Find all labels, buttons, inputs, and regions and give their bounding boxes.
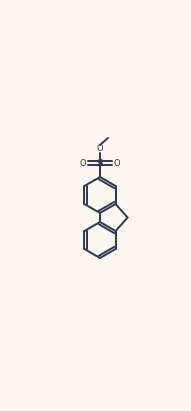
Text: O: O bbox=[80, 159, 86, 168]
Text: O: O bbox=[97, 143, 103, 152]
Text: S: S bbox=[97, 159, 103, 168]
Text: O: O bbox=[114, 159, 120, 168]
